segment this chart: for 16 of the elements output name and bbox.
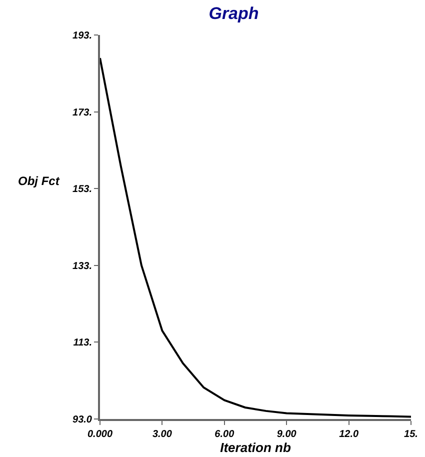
- x-tick-label: 6.00: [214, 429, 235, 440]
- y-tick-label: 113.: [73, 338, 92, 349]
- x-tick-label: 9.00: [276, 429, 297, 440]
- y-tick-label: 133.: [72, 260, 92, 272]
- y-axis-title: Obj Fct: [18, 174, 60, 188]
- x-tick-label: 12.0: [339, 429, 359, 440]
- y-tick-label: 153.: [72, 184, 92, 196]
- x-tick-label: 3.00: [152, 429, 172, 440]
- y-tick-label: 193.: [72, 30, 92, 42]
- y-tick-label: 93.0: [72, 414, 92, 426]
- line-series: [100, 57, 411, 418]
- chart-title: Graph: [208, 4, 259, 23]
- x-tick-label: 0.000: [87, 429, 113, 440]
- y-tick-label: 173.: [72, 107, 92, 118]
- x-tick-label: 15.: [404, 429, 418, 440]
- x-axis-title: Iteration nb: [220, 440, 291, 455]
